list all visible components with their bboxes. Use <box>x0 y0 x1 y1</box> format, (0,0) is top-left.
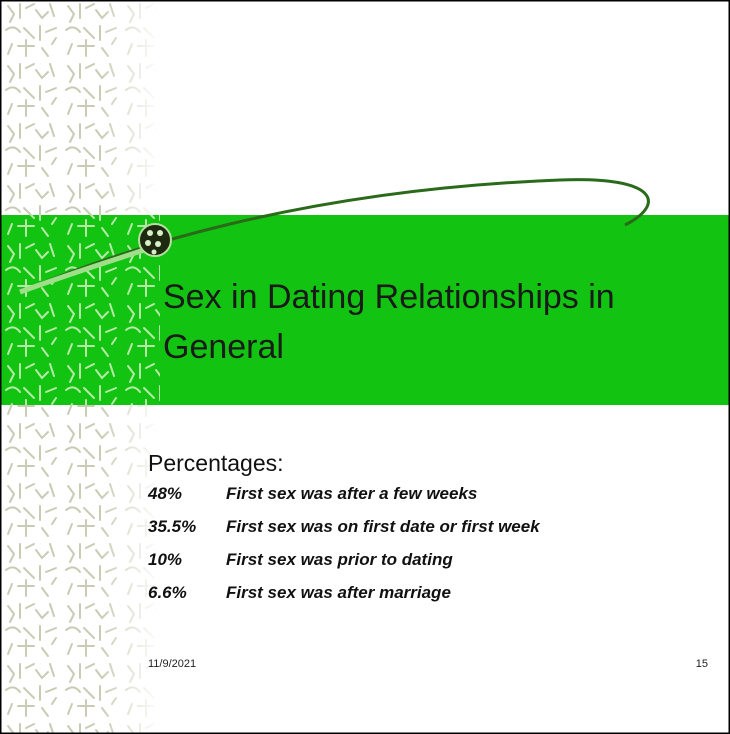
item-text: First sex was after marriage <box>226 583 451 602</box>
item-percent: 6.6% <box>148 583 226 603</box>
page-number: 15 <box>696 658 708 670</box>
slide-title: Sex in Dating Relationships in General <box>163 272 703 372</box>
item-percent: 35.5% <box>148 517 226 537</box>
list-item: 48%First sex was after a few weeks <box>148 484 477 504</box>
item-percent: 10% <box>148 550 226 570</box>
item-percent: 48% <box>148 484 226 504</box>
item-text: First sex was on first date or first wee… <box>226 517 540 536</box>
footer-date: 11/9/2021 <box>148 658 196 670</box>
list-item: 6.6%First sex was after marriage <box>148 583 451 603</box>
list-heading: Percentages: <box>148 450 284 477</box>
item-text: First sex was prior to dating <box>226 550 453 569</box>
slide: Sex in Dating Relationships in General P… <box>0 0 730 734</box>
item-text: First sex was after a few weeks <box>226 484 477 503</box>
list-item: 35.5%First sex was on first date or firs… <box>148 517 540 537</box>
list-item: 10%First sex was prior to dating <box>148 550 453 570</box>
